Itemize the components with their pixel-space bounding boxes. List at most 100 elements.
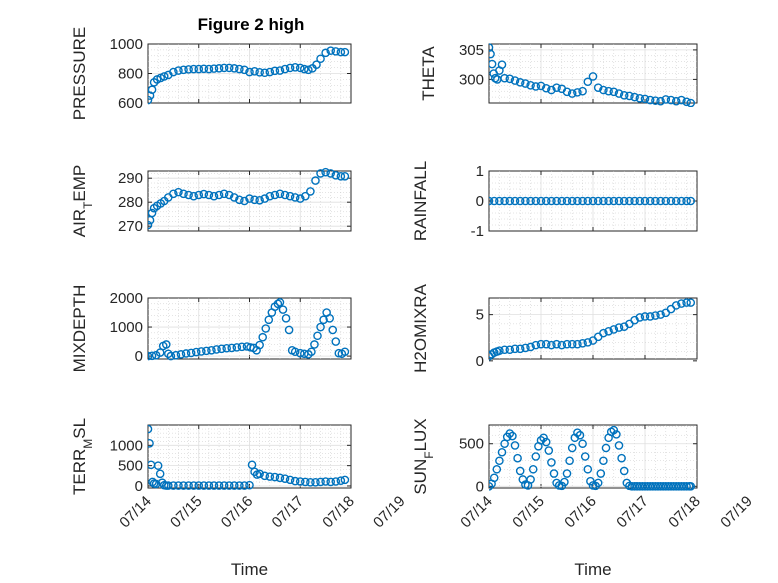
panel-8-markers	[489, 425, 696, 491]
panel-4-data-point	[656, 196, 665, 206]
panel-7-ytick-label: 500	[118, 458, 143, 475]
panel-4-data-point	[489, 196, 499, 206]
panel-7-ylabel: TERRMSL	[70, 418, 95, 495]
panel-1-data-point	[321, 48, 330, 58]
panel-3-ytick-label: 280	[118, 194, 143, 211]
panel-1-data-point	[148, 91, 155, 100]
panel-2-data-point	[661, 95, 671, 104]
panel-4-data-point	[573, 196, 582, 206]
panel-6-data-point	[495, 346, 504, 355]
panel-5-data-point	[313, 331, 322, 341]
panel-1-data-point	[169, 67, 178, 77]
panel-5-data-point	[331, 337, 341, 346]
panel-8-data-point	[495, 456, 504, 466]
panel-1-data-point	[209, 64, 219, 73]
panel-2-data-point	[489, 43, 494, 52]
panel-1-ytick-label: 800	[118, 66, 143, 83]
panel-4-data-point	[583, 196, 593, 206]
panel-8-data-point	[528, 464, 538, 474]
panel-5-data-point	[161, 340, 171, 349]
panel-2-data-point	[497, 60, 507, 69]
panel-5-data-point	[295, 348, 305, 358]
panel-5-data-point	[212, 345, 221, 354]
panel-7-data-point	[229, 481, 239, 490]
panel-7-xtick-label: 07/17	[269, 493, 308, 532]
panel-2-data-point	[526, 81, 535, 90]
panel-3-data-point	[148, 220, 153, 230]
figure-title: Figure 2 high	[198, 15, 305, 34]
panel-5-data-point	[255, 340, 264, 350]
panel-4-ytick-label: 0	[476, 193, 484, 210]
panel-3-data-point	[321, 167, 330, 177]
panel-7-xtick-label: 07/15	[167, 493, 206, 532]
panel-3-data-point	[295, 194, 305, 203]
panel-8-data-point	[578, 439, 587, 449]
panel-2-data-point	[567, 89, 577, 98]
panel-8-data-point	[601, 443, 611, 453]
panel-2-data-point	[505, 74, 515, 84]
panel-8-data-point	[547, 458, 556, 467]
panel-4-ytick-label: -1	[471, 223, 484, 240]
panel-6-data-point	[510, 344, 520, 354]
panel-8-data-point	[549, 469, 559, 478]
panel-4-ytick-label: 1	[476, 163, 484, 180]
panel-5-ytick-label: 0	[135, 348, 143, 365]
panel-7-data-point	[204, 481, 214, 490]
panel-2-data-point	[489, 59, 497, 69]
panel-7-data-point	[306, 478, 315, 487]
panel-8-data-point	[573, 428, 582, 437]
panel-7-data-point	[270, 472, 280, 482]
panel-3-ylabel: AIRTEMP	[70, 165, 95, 238]
panel-2-data-point	[599, 85, 608, 95]
panel-4-data-point	[562, 196, 572, 206]
panel-5-data-point	[307, 347, 316, 357]
panel-6-data-point	[671, 301, 681, 310]
panel-8-data-point	[596, 469, 606, 478]
panel-6: 0 5 H2OMIXRA	[411, 283, 698, 373]
panel-8-data-point	[609, 425, 619, 435]
panel-8: 0 500 SUNFLUX 07/14 07/15 07/16 07/17 07/18 07/1…	[411, 418, 756, 579]
panel-6-data-point	[651, 311, 660, 320]
panel-3-data-point	[340, 171, 350, 181]
panel-7-data-point	[224, 481, 234, 490]
panel-3-data-point	[270, 190, 280, 200]
panel-8-data-point	[508, 431, 517, 441]
panel-1-data-point	[260, 68, 270, 78]
panel-8-data-point	[612, 430, 621, 439]
panel-4: -1 0 1 RAINFALL	[411, 161, 698, 241]
panel-8-ytick-label: 0	[476, 478, 484, 495]
panel-4-data-point	[536, 196, 546, 206]
panel-4-data-point	[593, 196, 603, 206]
panel-3-data-point	[316, 169, 325, 178]
panel-6-data-point	[604, 326, 613, 336]
panel-7-data-point	[340, 475, 350, 485]
panel-4-data-point	[682, 196, 691, 206]
panel-7-data-point	[148, 438, 154, 448]
panel-6-data-point	[583, 338, 593, 347]
panel-5-data-point	[310, 340, 319, 349]
panel-5-data-point	[264, 315, 274, 325]
panel-8-data-point	[515, 466, 525, 476]
panel-1-data-point	[219, 63, 229, 73]
panel-5-data-point	[237, 342, 247, 352]
panel-6-data-point	[536, 339, 546, 349]
panel-2-data-point	[541, 83, 551, 93]
panel-8-data-point	[619, 466, 629, 476]
panel-7-data-point	[321, 477, 330, 486]
panel-7-data-point	[184, 481, 193, 490]
panel-4-ylabel: RAINFALL	[411, 161, 430, 241]
panel-8-data-point	[510, 441, 520, 450]
panel-2-data-point	[630, 92, 639, 102]
panel-3-data-point	[280, 190, 290, 200]
panel-4-data-point	[510, 196, 520, 206]
panel-7-data-point	[189, 481, 198, 490]
panel-6-data-point	[614, 323, 624, 332]
panel-7-xtick-label: 07/16	[218, 493, 257, 532]
panel-1-data-point	[229, 64, 239, 73]
panel-1-data-point	[316, 54, 325, 64]
panel-6-data-point	[515, 344, 525, 354]
panel-1-data-point	[285, 63, 295, 73]
panel-7-data-point	[260, 471, 270, 481]
panel-4-data-point	[666, 196, 676, 206]
